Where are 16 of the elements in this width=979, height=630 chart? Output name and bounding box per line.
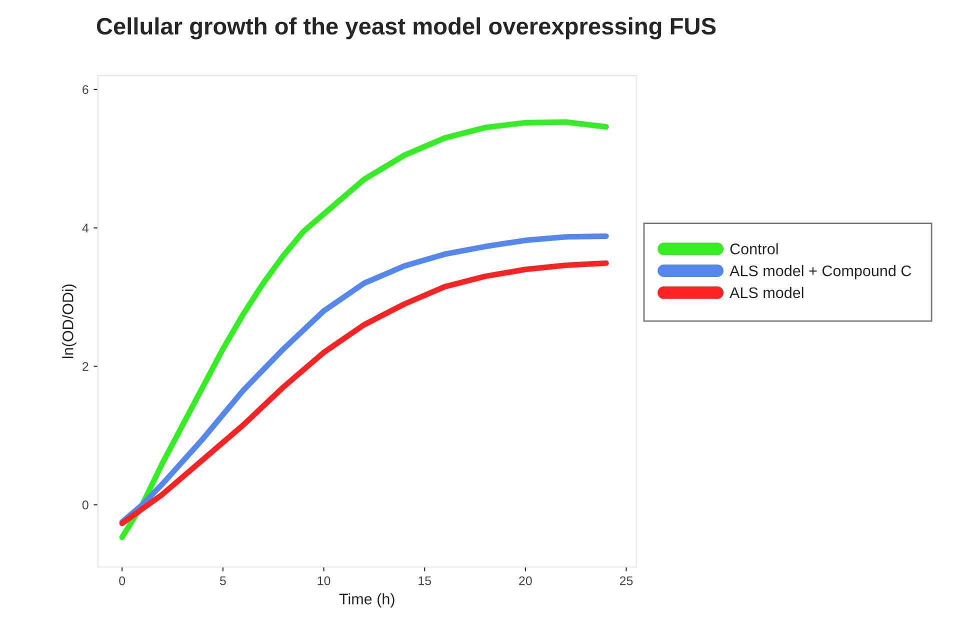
x-axis-title: Time (h) — [339, 593, 394, 608]
x-tick-label: 25 — [620, 576, 633, 586]
y-tick-label: 0 — [82, 500, 88, 510]
chart-title: Cellular growth of the yeast model overexpressing FUS — [96, 17, 716, 40]
legend-label: Control — [730, 243, 778, 254]
legend-label: ALS model — [730, 286, 804, 298]
x-tick-label: 5 — [220, 576, 226, 586]
y-tick-label: 2 — [82, 362, 88, 371]
x-tick-label: 15 — [418, 576, 432, 586]
x-tick-label: 10 — [318, 576, 330, 586]
x-tick-label: 0 — [119, 576, 126, 586]
y-tick-label: 6 — [82, 85, 88, 94]
y-axis-title: ln(OD/ODi) — [62, 284, 76, 358]
legend-label: ALS model + Compound C — [730, 265, 912, 280]
y-tick-label: 4 — [82, 224, 89, 232]
x-tick-label: 20 — [519, 576, 532, 586]
